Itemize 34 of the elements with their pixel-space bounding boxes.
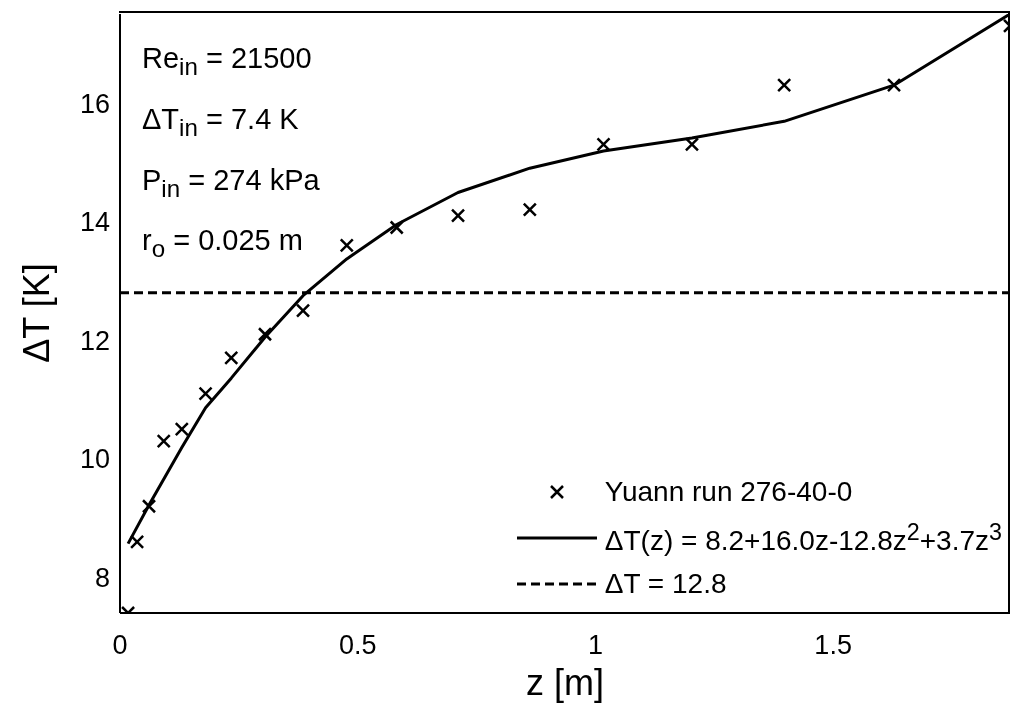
point bbox=[141, 499, 157, 514]
point bbox=[129, 534, 145, 550]
annotation: Re$_{in}$ = 21500 bbox=[142, 41, 313, 82]
y-tick-label: 10 bbox=[79, 444, 110, 475]
x-tick-label: 0.5 bbox=[338, 630, 377, 661]
annotation: ΔT$_{in}$ = 7.4 K bbox=[142, 101, 300, 143]
point bbox=[224, 350, 239, 366]
point bbox=[776, 77, 792, 93]
point bbox=[257, 327, 273, 342]
y-axis-title: ΔT [K] bbox=[15, 261, 57, 365]
point bbox=[596, 137, 611, 152]
point bbox=[684, 137, 700, 152]
point bbox=[174, 421, 190, 437]
annotation: P$_{in}$ = 274 kPa bbox=[142, 162, 320, 204]
point bbox=[295, 303, 311, 318]
y-tick-label: 14 bbox=[79, 207, 110, 238]
y-tick-label: 16 bbox=[79, 88, 110, 119]
legend-label: Yuann run 276-40-0 bbox=[604, 476, 853, 508]
point bbox=[522, 202, 538, 217]
y-tick-label: 12 bbox=[79, 325, 110, 356]
point bbox=[886, 77, 902, 93]
y-tick-label: 8 bbox=[94, 563, 110, 593]
point bbox=[156, 433, 171, 449]
point bbox=[450, 208, 466, 223]
x-tick-label: 1 bbox=[587, 630, 603, 661]
x-tick-label: 1.5 bbox=[814, 630, 852, 661]
x-tick-label: 0 bbox=[112, 630, 128, 661]
legend-label: ΔT = 12.8 bbox=[604, 568, 727, 600]
annotation: r$_{o}$ = 0.025 m bbox=[142, 223, 304, 265]
x-axis-title: z [m] bbox=[525, 662, 605, 704]
point bbox=[198, 386, 213, 401]
legend-label: ΔT(z) = 8.2+16.0z-12.8z$^{2}$+3.7z$^{3}$ bbox=[604, 518, 1002, 558]
point bbox=[339, 238, 355, 253]
point bbox=[389, 220, 404, 235]
